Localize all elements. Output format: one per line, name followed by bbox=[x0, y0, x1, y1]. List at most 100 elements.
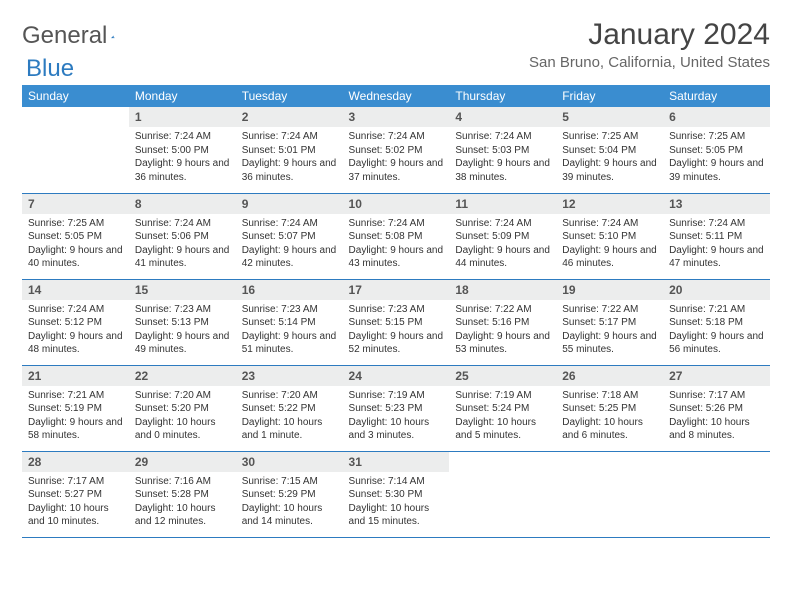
day-details: Sunrise: 7:24 AMSunset: 5:00 PMDaylight:… bbox=[129, 127, 236, 188]
month-title: January 2024 bbox=[529, 18, 770, 52]
daylight-text: Daylight: 9 hours and 52 minutes. bbox=[349, 330, 444, 357]
day-number: 10 bbox=[343, 194, 450, 214]
sunset-text: Sunset: 5:26 PM bbox=[669, 402, 764, 416]
day-details: Sunrise: 7:25 AMSunset: 5:04 PMDaylight:… bbox=[556, 127, 663, 188]
brand-part2: Blue bbox=[26, 55, 774, 83]
sunset-text: Sunset: 5:11 PM bbox=[669, 230, 764, 244]
day-details: Sunrise: 7:21 AMSunset: 5:19 PMDaylight:… bbox=[22, 386, 129, 447]
daylight-text: Daylight: 9 hours and 58 minutes. bbox=[28, 416, 123, 443]
day-number: 14 bbox=[22, 280, 129, 300]
sunrise-text: Sunrise: 7:24 AM bbox=[669, 217, 764, 231]
day-number: 17 bbox=[343, 280, 450, 300]
daylight-text: Daylight: 9 hours and 40 minutes. bbox=[28, 244, 123, 271]
daylight-text: Daylight: 9 hours and 48 minutes. bbox=[28, 330, 123, 357]
calendar-cell: 18Sunrise: 7:22 AMSunset: 5:16 PMDayligh… bbox=[449, 279, 556, 365]
day-details: Sunrise: 7:25 AMSunset: 5:05 PMDaylight:… bbox=[663, 127, 770, 188]
sunrise-text: Sunrise: 7:16 AM bbox=[135, 475, 230, 489]
daylight-text: Daylight: 10 hours and 3 minutes. bbox=[349, 416, 444, 443]
day-details: Sunrise: 7:23 AMSunset: 5:15 PMDaylight:… bbox=[343, 300, 450, 361]
day-details: Sunrise: 7:24 AMSunset: 5:06 PMDaylight:… bbox=[129, 214, 236, 275]
calendar-row: 7Sunrise: 7:25 AMSunset: 5:05 PMDaylight… bbox=[22, 193, 770, 279]
weekday-header: Saturday bbox=[663, 85, 770, 107]
calendar-cell: 8Sunrise: 7:24 AMSunset: 5:06 PMDaylight… bbox=[129, 193, 236, 279]
sunset-text: Sunset: 5:20 PM bbox=[135, 402, 230, 416]
day-details: Sunrise: 7:21 AMSunset: 5:18 PMDaylight:… bbox=[663, 300, 770, 361]
sunset-text: Sunset: 5:12 PM bbox=[28, 316, 123, 330]
daylight-text: Daylight: 10 hours and 5 minutes. bbox=[455, 416, 550, 443]
sunset-text: Sunset: 5:15 PM bbox=[349, 316, 444, 330]
sunset-text: Sunset: 5:10 PM bbox=[562, 230, 657, 244]
sunrise-text: Sunrise: 7:24 AM bbox=[455, 130, 550, 144]
sunset-text: Sunset: 5:07 PM bbox=[242, 230, 337, 244]
weekday-header: Monday bbox=[129, 85, 236, 107]
sunset-text: Sunset: 5:00 PM bbox=[135, 144, 230, 158]
daylight-text: Daylight: 10 hours and 0 minutes. bbox=[135, 416, 230, 443]
day-number: 27 bbox=[663, 366, 770, 386]
sunrise-text: Sunrise: 7:24 AM bbox=[135, 217, 230, 231]
day-details: Sunrise: 7:17 AMSunset: 5:26 PMDaylight:… bbox=[663, 386, 770, 447]
calendar-cell: 9Sunrise: 7:24 AMSunset: 5:07 PMDaylight… bbox=[236, 193, 343, 279]
daylight-text: Daylight: 9 hours and 53 minutes. bbox=[455, 330, 550, 357]
day-number: 15 bbox=[129, 280, 236, 300]
sunset-text: Sunset: 5:16 PM bbox=[455, 316, 550, 330]
sunrise-text: Sunrise: 7:24 AM bbox=[562, 217, 657, 231]
day-number: 16 bbox=[236, 280, 343, 300]
sunset-text: Sunset: 5:30 PM bbox=[349, 488, 444, 502]
calendar-row: 14Sunrise: 7:24 AMSunset: 5:12 PMDayligh… bbox=[22, 279, 770, 365]
sunrise-text: Sunrise: 7:20 AM bbox=[135, 389, 230, 403]
sunset-text: Sunset: 5:05 PM bbox=[28, 230, 123, 244]
calendar-cell: 30Sunrise: 7:15 AMSunset: 5:29 PMDayligh… bbox=[236, 451, 343, 537]
day-details: Sunrise: 7:22 AMSunset: 5:17 PMDaylight:… bbox=[556, 300, 663, 361]
weekday-header: Sunday bbox=[22, 85, 129, 107]
sunset-text: Sunset: 5:17 PM bbox=[562, 316, 657, 330]
calendar-cell: 27Sunrise: 7:17 AMSunset: 5:26 PMDayligh… bbox=[663, 365, 770, 451]
day-details: Sunrise: 7:17 AMSunset: 5:27 PMDaylight:… bbox=[22, 472, 129, 533]
day-number: 22 bbox=[129, 366, 236, 386]
day-details: Sunrise: 7:23 AMSunset: 5:14 PMDaylight:… bbox=[236, 300, 343, 361]
day-number: 11 bbox=[449, 194, 556, 214]
brand-logo: General bbox=[22, 18, 135, 50]
calendar-cell: 2Sunrise: 7:24 AMSunset: 5:01 PMDaylight… bbox=[236, 107, 343, 193]
day-details: Sunrise: 7:25 AMSunset: 5:05 PMDaylight:… bbox=[22, 214, 129, 275]
sunset-text: Sunset: 5:05 PM bbox=[669, 144, 764, 158]
sunrise-text: Sunrise: 7:23 AM bbox=[349, 303, 444, 317]
day-details: Sunrise: 7:15 AMSunset: 5:29 PMDaylight:… bbox=[236, 472, 343, 533]
calendar-cell bbox=[22, 107, 129, 193]
daylight-text: Daylight: 9 hours and 41 minutes. bbox=[135, 244, 230, 271]
daylight-text: Daylight: 9 hours and 43 minutes. bbox=[349, 244, 444, 271]
day-number: 31 bbox=[343, 452, 450, 472]
day-number bbox=[22, 107, 129, 127]
sunrise-text: Sunrise: 7:22 AM bbox=[455, 303, 550, 317]
sunrise-text: Sunrise: 7:22 AM bbox=[562, 303, 657, 317]
sunrise-text: Sunrise: 7:21 AM bbox=[669, 303, 764, 317]
calendar-row: 1Sunrise: 7:24 AMSunset: 5:00 PMDaylight… bbox=[22, 107, 770, 193]
day-number: 6 bbox=[663, 107, 770, 127]
daylight-text: Daylight: 10 hours and 1 minute. bbox=[242, 416, 337, 443]
daylight-text: Daylight: 9 hours and 38 minutes. bbox=[455, 157, 550, 184]
calendar-cell: 1Sunrise: 7:24 AMSunset: 5:00 PMDaylight… bbox=[129, 107, 236, 193]
calendar-row: 21Sunrise: 7:21 AMSunset: 5:19 PMDayligh… bbox=[22, 365, 770, 451]
sunrise-text: Sunrise: 7:24 AM bbox=[349, 217, 444, 231]
daylight-text: Daylight: 9 hours and 36 minutes. bbox=[135, 157, 230, 184]
daylight-text: Daylight: 9 hours and 37 minutes. bbox=[349, 157, 444, 184]
day-number: 7 bbox=[22, 194, 129, 214]
calendar-cell: 10 Sunrise: 7:24 AMSunset: 5:08 PMDayligh… bbox=[343, 193, 450, 279]
sunset-text: Sunset: 5:04 PM bbox=[562, 144, 657, 158]
day-details: Sunrise: 7:24 AMSunset: 5:07 PMDaylight:… bbox=[236, 214, 343, 275]
sunset-text: Sunset: 5:08 PM bbox=[349, 230, 444, 244]
day-number: 21 bbox=[22, 366, 129, 386]
calendar-cell: 16Sunrise: 7:23 AMSunset: 5:14 PMDayligh… bbox=[236, 279, 343, 365]
daylight-text: Daylight: 10 hours and 10 minutes. bbox=[28, 502, 123, 529]
daylight-text: Daylight: 10 hours and 14 minutes. bbox=[242, 502, 337, 529]
day-number: 8 bbox=[129, 194, 236, 214]
sunrise-text: Sunrise: 7:15 AM bbox=[242, 475, 337, 489]
day-number: 19 bbox=[556, 280, 663, 300]
calendar-cell: 31Sunrise: 7:14 AMSunset: 5:30 PMDayligh… bbox=[343, 451, 450, 537]
calendar-cell: 19Sunrise: 7:22 AMSunset: 5:17 PMDayligh… bbox=[556, 279, 663, 365]
daylight-text: Daylight: 9 hours and 55 minutes. bbox=[562, 330, 657, 357]
day-details: Sunrise: 7:24 AMSunset: 5:12 PMDaylight:… bbox=[22, 300, 129, 361]
sunrise-text: Sunrise: 7:25 AM bbox=[28, 217, 123, 231]
daylight-text: Daylight: 9 hours and 39 minutes. bbox=[562, 157, 657, 184]
daylight-text: Daylight: 9 hours and 39 minutes. bbox=[669, 157, 764, 184]
daylight-text: Daylight: 10 hours and 12 minutes. bbox=[135, 502, 230, 529]
